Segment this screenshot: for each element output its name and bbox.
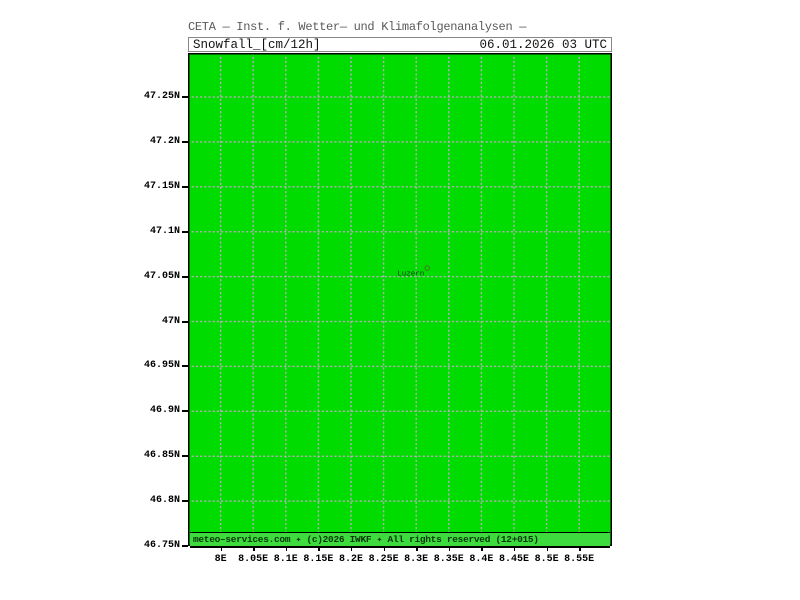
svg-text:Luzern: Luzern <box>397 271 424 279</box>
